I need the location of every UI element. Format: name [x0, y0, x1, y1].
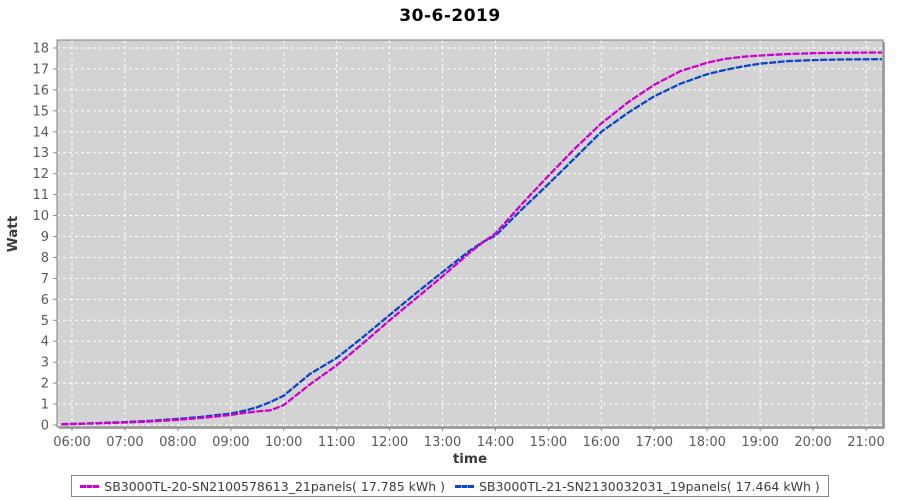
y-tick-label: 9	[41, 230, 49, 245]
x-tick-label: 18:00	[688, 435, 725, 450]
y-tick-label: 2	[41, 377, 49, 392]
y-tick-label: 12	[32, 167, 49, 182]
y-tick-label: 7	[41, 272, 49, 287]
x-tick-label: 12:00	[371, 435, 408, 450]
x-tick-label: 20:00	[794, 435, 831, 450]
x-tick-label: 11:00	[318, 435, 355, 450]
y-tick-label: 3	[41, 356, 49, 371]
y-tick-label: 8	[41, 251, 49, 266]
x-axis-label: time	[453, 451, 487, 467]
y-tick-label: 16	[32, 83, 49, 98]
series-line-2	[61, 58, 882, 426]
x-tick-label: 21:00	[847, 435, 884, 450]
series-line-1	[61, 51, 882, 426]
y-tick-label: 11	[32, 188, 49, 203]
x-tick-label: 08:00	[159, 435, 196, 450]
y-tick-label: 13	[32, 146, 49, 161]
legend-item-2: SB3000TL-21-SN2130032031_19panels( 17.46…	[455, 479, 820, 494]
plot-border	[56, 39, 884, 428]
x-tick-label: 13:00	[424, 435, 461, 450]
y-tick-label: 10	[32, 209, 49, 224]
y-tick-label: 14	[32, 125, 49, 140]
legend-label-2: SB3000TL-21-SN2130032031_19panels( 17.46…	[479, 478, 820, 494]
legend: SB3000TL-20-SN2100578613_21panels( 17.78…	[0, 475, 900, 497]
x-tick-label: 14:00	[477, 435, 514, 450]
y-tick-label: 0	[41, 419, 49, 434]
x-tick-label: 06:00	[53, 435, 90, 450]
x-tick-label: 17:00	[636, 435, 673, 450]
legend-box: SB3000TL-20-SN2100578613_21panels( 17.78…	[71, 475, 829, 497]
legend-item-1: SB3000TL-20-SN2100578613_21panels( 17.78…	[80, 479, 445, 494]
chart-title: 30-6-2019	[399, 6, 501, 26]
x-tick-label: 15:00	[530, 435, 567, 450]
y-tick-label: 15	[32, 104, 49, 119]
legend-marker-1	[80, 484, 100, 488]
y-tick-label: 5	[41, 314, 49, 329]
y-tick-label: 1	[41, 398, 49, 413]
x-tick-label: 10:00	[265, 435, 302, 450]
x-tick-label: 07:00	[106, 435, 143, 450]
legend-marker-2	[455, 484, 474, 488]
legend-label-1: SB3000TL-20-SN2100578613_21panels( 17.78…	[104, 478, 445, 494]
x-tick-label: 16:00	[583, 435, 620, 450]
y-axis-label: Watt	[5, 215, 21, 252]
plot-background	[57, 40, 883, 427]
y-tick-label: 4	[41, 335, 49, 350]
y-tick-label: 6	[41, 293, 49, 308]
x-tick-label: 09:00	[212, 435, 249, 450]
x-tick-label: 19:00	[741, 435, 778, 450]
y-tick-label: 17	[32, 62, 49, 77]
y-tick-label: 18	[32, 42, 49, 57]
